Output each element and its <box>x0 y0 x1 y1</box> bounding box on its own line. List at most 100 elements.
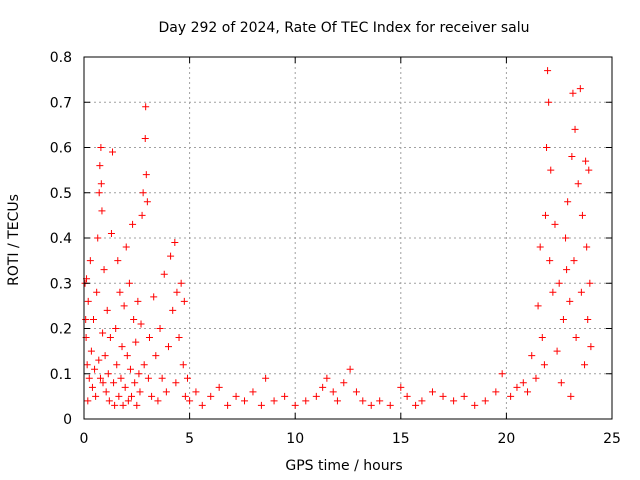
data-point <box>439 392 447 400</box>
data-point <box>428 388 436 396</box>
data-point <box>179 361 187 369</box>
data-point <box>312 392 320 400</box>
data-point <box>140 361 148 369</box>
data-point <box>98 207 106 215</box>
data-point <box>367 401 375 409</box>
data-point <box>534 302 542 310</box>
data-point <box>507 392 515 400</box>
data-point <box>104 370 112 378</box>
data-point <box>87 347 95 355</box>
data-point <box>167 252 175 260</box>
data-point <box>450 397 458 405</box>
data-point <box>545 98 553 106</box>
data-point <box>116 288 124 296</box>
data-point <box>460 392 468 400</box>
data-point <box>97 144 105 151</box>
data-point <box>568 153 576 161</box>
data-point <box>567 392 575 400</box>
x-tick-label: 0 <box>80 431 89 447</box>
data-point <box>173 288 181 296</box>
data-points <box>81 67 595 409</box>
data-point <box>180 297 188 305</box>
data-point <box>323 374 331 382</box>
data-point <box>144 374 152 382</box>
data-point <box>100 266 108 274</box>
data-point <box>93 288 101 296</box>
data-point <box>412 401 420 409</box>
data-point <box>122 243 130 251</box>
y-tick-label: 0.5 <box>50 186 72 202</box>
data-point <box>207 392 215 400</box>
data-point <box>125 279 133 287</box>
data-point <box>583 243 591 251</box>
data-point <box>587 343 595 351</box>
data-point <box>106 334 114 342</box>
data-point <box>198 401 206 409</box>
data-point <box>123 352 131 360</box>
data-point <box>92 392 100 400</box>
data-point <box>513 383 521 391</box>
y-tick-label: 0.7 <box>50 95 72 111</box>
data-point <box>141 134 149 142</box>
data-point <box>555 279 563 287</box>
y-axis-label: ROTI / TECUs <box>6 194 22 286</box>
data-point <box>471 401 479 409</box>
y-tick-label: 0.2 <box>50 322 72 338</box>
data-point <box>224 401 232 409</box>
data-point <box>150 293 158 301</box>
data-point <box>541 211 549 219</box>
data-point <box>119 401 127 409</box>
data-point <box>376 397 384 405</box>
x-tick-label: 20 <box>497 431 515 447</box>
data-point <box>547 166 555 174</box>
data-point <box>359 397 367 405</box>
data-point <box>156 325 164 332</box>
y-tick-label: 0 <box>63 412 72 428</box>
data-point <box>519 379 527 387</box>
data-point <box>107 229 115 237</box>
data-point <box>562 234 570 242</box>
data-point <box>131 379 139 387</box>
data-point <box>118 343 126 351</box>
data-point <box>114 257 122 265</box>
data-point <box>386 401 394 409</box>
data-point <box>142 103 150 111</box>
data-point <box>171 239 179 247</box>
data-point <box>582 157 590 165</box>
data-point <box>169 306 177 314</box>
data-point <box>82 315 90 323</box>
data-point <box>109 148 117 156</box>
data-point <box>138 211 146 219</box>
data-point <box>128 392 136 400</box>
data-point <box>124 397 132 405</box>
data-point <box>257 401 265 409</box>
data-point <box>329 388 337 396</box>
data-point <box>101 352 109 360</box>
data-point <box>112 325 120 332</box>
data-point <box>262 374 270 382</box>
data-point <box>549 288 557 296</box>
plot-frame <box>83 56 613 420</box>
data-point <box>403 392 411 400</box>
data-point <box>578 211 586 219</box>
data-point <box>352 388 360 396</box>
x-tick-label: 10 <box>286 431 304 447</box>
data-point <box>340 379 348 387</box>
data-point <box>95 356 103 364</box>
data-point <box>418 397 426 405</box>
y-tick-label: 0.4 <box>50 231 72 247</box>
data-point <box>576 85 584 93</box>
data-point <box>577 288 585 296</box>
data-point <box>99 379 107 387</box>
data-point <box>84 397 92 405</box>
grid-lines <box>84 57 612 419</box>
data-point <box>581 361 589 369</box>
data-point <box>164 343 172 351</box>
chart-title: Day 292 of 2024, Rate Of TEC Index for r… <box>158 20 529 36</box>
data-point <box>113 361 121 369</box>
data-point <box>91 365 99 373</box>
x-tick-label: 15 <box>392 431 410 447</box>
data-point <box>540 361 548 369</box>
data-point <box>142 171 150 179</box>
data-point <box>543 144 551 151</box>
